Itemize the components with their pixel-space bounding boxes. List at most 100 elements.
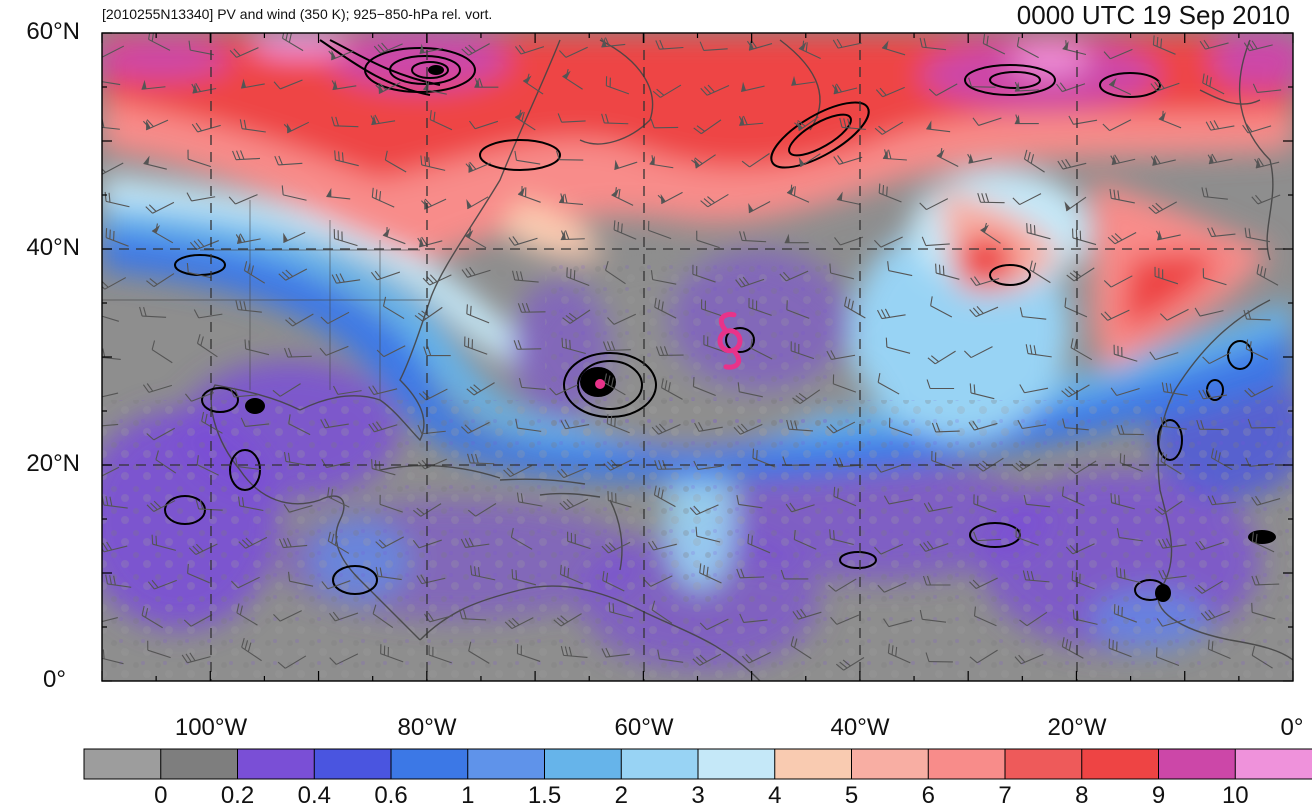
wind-barb bbox=[517, 185, 541, 203]
colorbar-swatch bbox=[467, 748, 546, 780]
wind-barb bbox=[926, 120, 951, 133]
colorbar-level-label: 8 bbox=[1075, 782, 1089, 809]
wind-barb bbox=[919, 198, 949, 211]
wind-barb bbox=[512, 270, 539, 283]
wind-barb bbox=[694, 422, 723, 432]
wind-barb bbox=[601, 647, 630, 658]
wind-barb bbox=[414, 306, 443, 322]
wind-barb bbox=[1207, 495, 1237, 506]
wind-barb bbox=[921, 236, 950, 247]
wind-barb bbox=[1205, 120, 1235, 131]
wind-barb bbox=[277, 655, 307, 669]
wind-barb bbox=[429, 110, 453, 131]
wind-barb bbox=[967, 153, 993, 164]
wind-barb bbox=[229, 47, 259, 58]
wind-barb bbox=[191, 83, 217, 94]
wind-barb bbox=[877, 308, 906, 320]
wind-barb bbox=[1068, 460, 1097, 475]
wind-barb bbox=[1158, 569, 1187, 580]
wind-barb bbox=[376, 345, 406, 358]
wind-barb bbox=[1103, 48, 1133, 60]
wind-barb bbox=[513, 340, 542, 350]
wind-barb bbox=[474, 78, 499, 88]
wind-barb bbox=[1194, 307, 1224, 317]
lon-label-20w: 20°W bbox=[1047, 714, 1107, 741]
wind-barb bbox=[1251, 646, 1273, 669]
wind-barb bbox=[102, 466, 120, 479]
wind-barb bbox=[737, 382, 763, 398]
wind-barb bbox=[701, 299, 725, 318]
wind-barb bbox=[285, 313, 314, 327]
wind-barb bbox=[229, 387, 259, 398]
wind-barb bbox=[877, 372, 900, 395]
wind-barb bbox=[384, 150, 407, 173]
wind-barb bbox=[187, 149, 212, 168]
wind-barb bbox=[460, 421, 490, 434]
wind-barb bbox=[105, 574, 132, 588]
wind-barb bbox=[1071, 570, 1095, 590]
wind-barb bbox=[829, 263, 855, 280]
wind-barb bbox=[1251, 575, 1280, 586]
wind-barb bbox=[515, 418, 542, 432]
wind-barb bbox=[420, 155, 446, 171]
wind-barb bbox=[549, 384, 579, 396]
colorbar-swatch bbox=[1081, 748, 1160, 780]
wind-barb bbox=[1207, 639, 1231, 660]
colorbar-level-label: 0.6 bbox=[374, 782, 408, 809]
wind-barb bbox=[460, 537, 490, 548]
wind-barb bbox=[141, 79, 166, 90]
wind-barb bbox=[1025, 344, 1052, 358]
wind-barb bbox=[655, 346, 684, 356]
wind-barb bbox=[1254, 157, 1280, 169]
wind-barb bbox=[887, 643, 911, 664]
wind-barb bbox=[1150, 80, 1180, 92]
wind-barb bbox=[692, 264, 716, 283]
wind-barb bbox=[466, 382, 495, 396]
wind-barb bbox=[331, 273, 361, 284]
wind-barb bbox=[235, 300, 262, 313]
graticule bbox=[102, 33, 1293, 681]
wind-barb bbox=[1057, 158, 1087, 170]
wind-barb bbox=[1154, 266, 1179, 285]
wind-barb bbox=[201, 411, 223, 434]
wind-barb bbox=[972, 117, 1002, 126]
wind-barb bbox=[382, 227, 406, 245]
wind-barb bbox=[785, 502, 815, 513]
wind-barb bbox=[1022, 570, 1050, 583]
wind-barb bbox=[736, 568, 765, 579]
wind-barb bbox=[1242, 123, 1272, 134]
wind-barb bbox=[1102, 119, 1132, 132]
wind-barb bbox=[832, 374, 857, 393]
wind-barb bbox=[919, 37, 947, 51]
wind-barb bbox=[654, 297, 677, 319]
wind-barb bbox=[874, 463, 904, 473]
wind-barb bbox=[515, 44, 545, 55]
wind-barb bbox=[882, 149, 907, 161]
wind-barb bbox=[562, 309, 591, 324]
wind-barb bbox=[102, 348, 121, 360]
wind-barb bbox=[102, 80, 121, 86]
wind-barb bbox=[102, 313, 120, 322]
wind-barb bbox=[196, 334, 218, 358]
wind-barb bbox=[1017, 419, 1047, 430]
wind-barb bbox=[969, 577, 998, 590]
wind-barb bbox=[241, 637, 262, 662]
wind-barb bbox=[183, 614, 213, 627]
wind-barb bbox=[748, 298, 772, 316]
wind-barb bbox=[1202, 352, 1231, 365]
wind-barb bbox=[467, 503, 497, 517]
wind-barb bbox=[328, 50, 354, 61]
wind-barb bbox=[747, 533, 771, 554]
wind-barb bbox=[695, 526, 721, 543]
wind-barb bbox=[741, 81, 765, 92]
wind-barb bbox=[1023, 494, 1051, 508]
wind-barb bbox=[969, 305, 999, 318]
wind-barb bbox=[875, 86, 905, 98]
wind-barb bbox=[558, 46, 588, 58]
wind-barb bbox=[881, 40, 906, 56]
wind-barb bbox=[607, 313, 636, 325]
wind-barb bbox=[508, 236, 538, 246]
wind-barb bbox=[418, 388, 448, 401]
wind-barb bbox=[750, 338, 773, 360]
colorbar-swatch bbox=[620, 748, 699, 780]
